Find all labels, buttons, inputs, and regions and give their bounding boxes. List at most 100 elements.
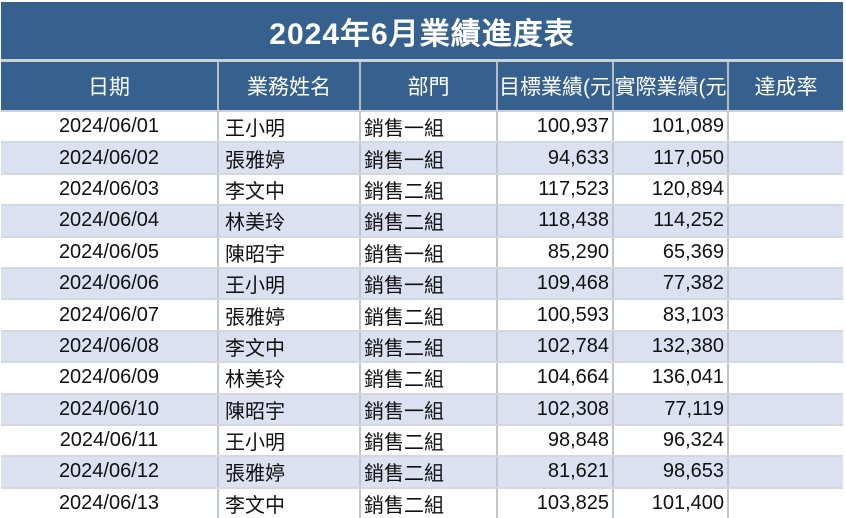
cell-date[interactable]: 2024/06/01 bbox=[1, 112, 219, 142]
cell-date[interactable]: 2024/06/08 bbox=[1, 331, 219, 362]
cell-target[interactable]: 94,633 bbox=[498, 143, 614, 173]
cell-rate[interactable] bbox=[729, 395, 843, 424]
cell-actual[interactable]: 114,252 bbox=[614, 206, 729, 236]
cell-dept[interactable]: 銷售一組 bbox=[361, 112, 498, 142]
cell-actual[interactable]: 77,382 bbox=[614, 268, 729, 299]
cell-name[interactable]: 王小明 bbox=[219, 268, 361, 299]
cell-name[interactable]: 張雅婷 bbox=[219, 300, 361, 330]
cell-rate[interactable] bbox=[729, 332, 843, 361]
table-body: 2024/06/01 王小明 銷售一組 100,937 101,089 2024/06/0… bbox=[1, 112, 843, 518]
cell-actual[interactable]: 120,894 bbox=[614, 174, 729, 205]
cell-name[interactable]: 張雅婷 bbox=[219, 457, 361, 487]
cell-dept[interactable]: 銷售一組 bbox=[361, 394, 498, 424]
cell-target[interactable]: 100,593 bbox=[498, 300, 614, 330]
table-row: 2024/06/04 林美玲 銷售二組 118,438 114,252 bbox=[1, 206, 843, 238]
cell-target[interactable]: 118,438 bbox=[498, 206, 614, 236]
cell-date[interactable]: 2024/06/03 bbox=[1, 174, 219, 205]
cell-date[interactable]: 2024/06/09 bbox=[1, 363, 219, 393]
table-row: 2024/06/07 張雅婷 銷售二組 100,593 83,103 bbox=[1, 300, 843, 332]
header-row: 日期 業務姓名 部門 目標業績(元 實際業績(元 達成率 bbox=[1, 62, 843, 112]
cell-actual[interactable]: 77,119 bbox=[614, 394, 729, 424]
header-cell-target[interactable]: 目標業績(元 bbox=[498, 62, 614, 110]
cell-target[interactable]: 103,825 bbox=[498, 488, 614, 518]
header-cell-name[interactable]: 業務姓名 bbox=[219, 62, 361, 110]
cell-name[interactable]: 王小明 bbox=[219, 112, 361, 142]
cell-date[interactable]: 2024/06/04 bbox=[1, 206, 219, 236]
cell-date[interactable]: 2024/06/05 bbox=[1, 237, 219, 267]
cell-rate[interactable] bbox=[729, 457, 843, 486]
header-cell-date[interactable]: 日期 bbox=[1, 62, 219, 110]
cell-name[interactable]: 張雅婷 bbox=[219, 143, 361, 173]
cell-dept[interactable]: 銷售二組 bbox=[361, 457, 498, 487]
cell-dept[interactable]: 銷售二組 bbox=[361, 425, 498, 456]
cell-dept[interactable]: 銷售二組 bbox=[361, 174, 498, 205]
cell-date[interactable]: 2024/06/12 bbox=[1, 457, 219, 487]
cell-actual[interactable]: 83,103 bbox=[614, 300, 729, 330]
cell-actual[interactable]: 132,380 bbox=[614, 331, 729, 362]
cell-target[interactable]: 100,937 bbox=[498, 112, 614, 142]
cell-dept[interactable]: 銷售二組 bbox=[361, 206, 498, 236]
table-row: 2024/06/09 林美玲 銷售二組 104,664 136,041 bbox=[1, 363, 843, 395]
cell-rate[interactable] bbox=[729, 426, 843, 455]
cell-name[interactable]: 陳昭宇 bbox=[219, 394, 361, 424]
cell-actual[interactable]: 101,400 bbox=[614, 488, 729, 518]
table-row: 2024/06/13 李文中 銷售二組 103,825 101,400 bbox=[1, 488, 843, 518]
cell-date[interactable]: 2024/06/06 bbox=[1, 268, 219, 299]
cell-dept[interactable]: 銷售一組 bbox=[361, 143, 498, 173]
cell-date[interactable]: 2024/06/07 bbox=[1, 300, 219, 330]
table-row: 2024/06/03 李文中 銷售二組 117,523 120,894 bbox=[1, 174, 843, 207]
cell-date[interactable]: 2024/06/11 bbox=[1, 425, 219, 456]
cell-rate[interactable] bbox=[729, 112, 843, 141]
cell-name[interactable]: 李文中 bbox=[219, 331, 361, 362]
cell-actual[interactable]: 117,050 bbox=[614, 143, 729, 173]
cell-target[interactable]: 102,308 bbox=[498, 394, 614, 424]
table-title[interactable]: 2024年6月業績進度表 bbox=[1, 2, 843, 62]
table-row: 2024/06/08 李文中 銷售二組 102,784 132,380 bbox=[1, 331, 843, 364]
cell-rate[interactable] bbox=[729, 143, 843, 172]
cell-rate[interactable] bbox=[729, 300, 843, 329]
cell-actual[interactable]: 65,369 bbox=[614, 237, 729, 267]
table-row: 2024/06/05 陳昭宇 銷售一組 85,290 65,369 bbox=[1, 237, 843, 269]
cell-rate[interactable] bbox=[729, 206, 843, 235]
cell-dept[interactable]: 銷售二組 bbox=[361, 363, 498, 393]
cell-actual[interactable]: 101,089 bbox=[614, 112, 729, 142]
cell-name[interactable]: 王小明 bbox=[219, 425, 361, 456]
table-row: 2024/06/10 陳昭宇 銷售一組 102,308 77,119 bbox=[1, 394, 843, 426]
header-cell-dept[interactable]: 部門 bbox=[361, 62, 498, 110]
cell-rate[interactable] bbox=[729, 238, 843, 267]
cell-actual[interactable]: 96,324 bbox=[614, 425, 729, 456]
table-row: 2024/06/11 王小明 銷售二組 98,848 96,324 bbox=[1, 425, 843, 458]
cell-name[interactable]: 陳昭宇 bbox=[219, 237, 361, 267]
cell-rate[interactable] bbox=[729, 363, 843, 392]
cell-target[interactable]: 85,290 bbox=[498, 237, 614, 267]
cell-name[interactable]: 李文中 bbox=[219, 488, 361, 518]
header-cell-rate[interactable]: 達成率 bbox=[729, 62, 843, 110]
cell-target[interactable]: 102,784 bbox=[498, 331, 614, 362]
cell-dept[interactable]: 銷售二組 bbox=[361, 331, 498, 362]
cell-date[interactable]: 2024/06/10 bbox=[1, 394, 219, 424]
cell-target[interactable]: 81,621 bbox=[498, 457, 614, 487]
cell-actual[interactable]: 98,653 bbox=[614, 457, 729, 487]
cell-date[interactable]: 2024/06/02 bbox=[1, 143, 219, 173]
cell-target[interactable]: 104,664 bbox=[498, 363, 614, 393]
cell-rate[interactable] bbox=[729, 269, 843, 298]
header-cell-actual[interactable]: 實際業績(元 bbox=[614, 62, 729, 110]
table-row: 2024/06/01 王小明 銷售一組 100,937 101,089 bbox=[1, 112, 843, 144]
cell-target[interactable]: 109,468 bbox=[498, 268, 614, 299]
cell-dept[interactable]: 銷售一組 bbox=[361, 237, 498, 267]
cell-target[interactable]: 117,523 bbox=[498, 174, 614, 205]
cell-dept[interactable]: 銷售一組 bbox=[361, 268, 498, 299]
cell-name[interactable]: 李文中 bbox=[219, 174, 361, 205]
cell-target[interactable]: 98,848 bbox=[498, 425, 614, 456]
cell-rate[interactable] bbox=[729, 175, 843, 204]
table-row: 2024/06/02 張雅婷 銷售一組 94,633 117,050 bbox=[1, 143, 843, 175]
cell-name[interactable]: 林美玲 bbox=[219, 206, 361, 236]
table-row: 2024/06/12 張雅婷 銷售二組 81,621 98,653 bbox=[1, 457, 843, 489]
cell-rate[interactable] bbox=[729, 489, 843, 518]
cell-actual[interactable]: 136,041 bbox=[614, 363, 729, 393]
cell-name[interactable]: 林美玲 bbox=[219, 363, 361, 393]
cell-dept[interactable]: 銷售二組 bbox=[361, 300, 498, 330]
cell-date[interactable]: 2024/06/13 bbox=[1, 488, 219, 518]
cell-dept[interactable]: 銷售二組 bbox=[361, 488, 498, 518]
